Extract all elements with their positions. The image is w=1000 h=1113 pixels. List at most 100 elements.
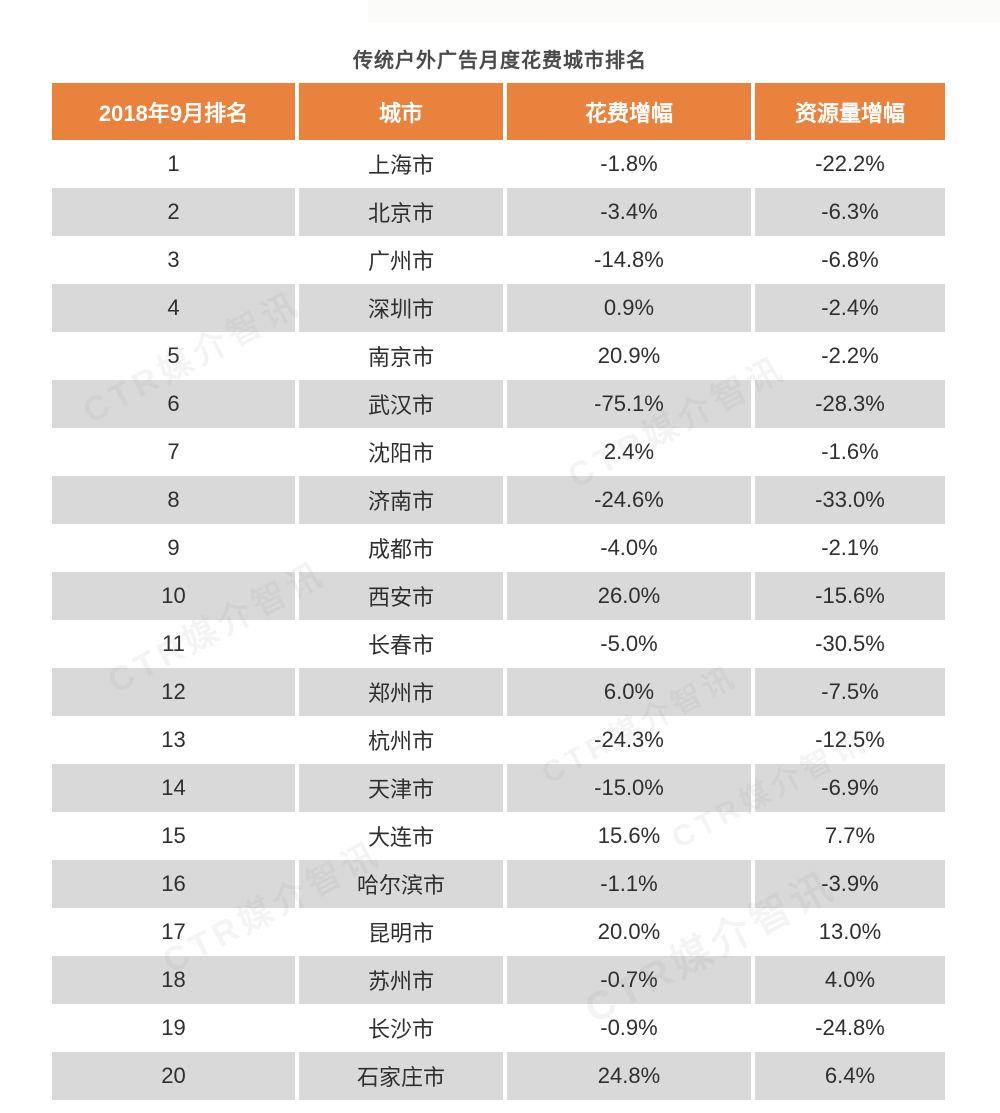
table-row: 11 长春市 -5.0% -30.5% [52,620,945,668]
resource-change-cell: -15.6% [751,572,945,620]
resource-change-cell: -6.8% [751,236,945,284]
resource-change-cell: 13.0% [751,908,945,956]
table-row: 10 西安市 26.0% -15.6% [52,572,945,620]
city-cell: 长沙市 [295,1004,505,1052]
spend-change-cell: 0.9% [503,284,753,332]
city-cell: 郑州市 [295,668,505,716]
table-row: 4 深圳市 0.9% -2.4% [52,284,945,332]
city-cell: 深圳市 [295,284,505,332]
spend-change-cell: -14.8% [503,236,753,284]
resource-change-cell: -22.2% [751,140,945,188]
rank-cell: 20 [52,1052,297,1100]
resource-change-cell: -6.3% [751,188,945,236]
city-cell: 石家庄市 [295,1052,505,1100]
city-cell: 西安市 [295,572,505,620]
city-cell: 上海市 [295,140,505,188]
spend-change-cell: 15.6% [503,812,753,860]
resource-change-cell: -3.9% [751,860,945,908]
city-cell: 济南市 [295,476,505,524]
resource-change-cell: 7.7% [751,812,945,860]
city-cell: 苏州市 [295,956,505,1004]
city-cell: 杭州市 [295,716,505,764]
table-row: 12 郑州市 6.0% -7.5% [52,668,945,716]
rank-cell: 19 [52,1004,297,1052]
rank-cell: 11 [52,620,297,668]
rank-cell: 9 [52,524,297,572]
spend-change-cell: -15.0% [503,764,753,812]
spend-change-cell: -4.0% [503,524,753,572]
spend-change-cell: -5.0% [503,620,753,668]
resource-change-cell: -24.8% [751,1004,945,1052]
rank-cell: 8 [52,476,297,524]
resource-change-cell: -1.6% [751,428,945,476]
rank-cell: 15 [52,812,297,860]
spend-change-cell: 26.0% [503,572,753,620]
table-row: 18 苏州市 -0.7% 4.0% [52,956,945,1004]
column-header-city: 城市 [295,83,505,140]
resource-change-cell: -28.3% [751,380,945,428]
spend-change-cell: -24.3% [503,716,753,764]
resource-change-cell: 4.0% [751,956,945,1004]
spend-change-cell: 6.0% [503,668,753,716]
table-row: 16 哈尔滨市 -1.1% -3.9% [52,860,945,908]
city-cell: 天津市 [295,764,505,812]
table-row: 19 长沙市 -0.9% -24.8% [52,1004,945,1052]
city-cell: 昆明市 [295,908,505,956]
spend-change-cell: 20.9% [503,332,753,380]
table-row: 13 杭州市 -24.3% -12.5% [52,716,945,764]
table-header-row: 2018年9月排名 城市 花费增幅 资源量增幅 [52,83,945,140]
spend-change-cell: -75.1% [503,380,753,428]
spend-change-cell: -1.1% [503,860,753,908]
rank-cell: 18 [52,956,297,1004]
rank-cell: 12 [52,668,297,716]
city-cell: 武汉市 [295,380,505,428]
rank-cell: 1 [52,140,297,188]
rank-cell: 6 [52,380,297,428]
city-cell: 哈尔滨市 [295,860,505,908]
city-cell: 大连市 [295,812,505,860]
page-title: 传统户外广告月度花费城市排名 [353,50,647,72]
table-row: 9 成都市 -4.0% -2.1% [52,524,945,572]
city-cell: 广州市 [295,236,505,284]
table-row: 1 上海市 -1.8% -22.2% [52,140,945,188]
city-cell: 南京市 [295,332,505,380]
rank-cell: 5 [52,332,297,380]
resource-change-cell: -30.5% [751,620,945,668]
column-header-spend: 花费增幅 [503,83,753,140]
resource-change-cell: -33.0% [751,476,945,524]
resource-change-cell: -7.5% [751,668,945,716]
spend-change-cell: -0.9% [503,1004,753,1052]
table-row: 6 武汉市 -75.1% -28.3% [52,380,945,428]
city-cell: 沈阳市 [295,428,505,476]
spend-change-cell: 20.0% [503,908,753,956]
resource-change-cell: 6.4% [751,1052,945,1100]
resource-change-cell: -2.1% [751,524,945,572]
table-row: 17 昆明市 20.0% 13.0% [52,908,945,956]
spend-change-cell: -0.7% [503,956,753,1004]
rank-cell: 2 [52,188,297,236]
rank-cell: 14 [52,764,297,812]
column-header-rank: 2018年9月排名 [52,83,297,140]
column-header-resource: 资源量增幅 [751,83,945,140]
rank-cell: 4 [52,284,297,332]
table-row: 8 济南市 -24.6% -33.0% [52,476,945,524]
rank-cell: 10 [52,572,297,620]
rank-cell: 13 [52,716,297,764]
rank-cell: 3 [52,236,297,284]
resource-change-cell: -2.4% [751,284,945,332]
city-cell: 北京市 [295,188,505,236]
city-ranking-table: 2018年9月排名 城市 花费增幅 资源量增幅 1 上海市 -1.8% -22.2% 2… [52,83,945,1100]
resource-change-cell: -6.9% [751,764,945,812]
city-cell: 长春市 [295,620,505,668]
table-row: 5 南京市 20.9% -2.2% [52,332,945,380]
spend-change-cell: -1.8% [503,140,753,188]
table-row: 15 大连市 15.6% 7.7% [52,812,945,860]
resource-change-cell: -12.5% [751,716,945,764]
rank-cell: 16 [52,860,297,908]
table-row: 3 广州市 -14.8% -6.8% [52,236,945,284]
city-cell: 成都市 [295,524,505,572]
resource-change-cell: -2.2% [751,332,945,380]
rank-cell: 7 [52,428,297,476]
top-edge-artifact [368,0,1000,22]
